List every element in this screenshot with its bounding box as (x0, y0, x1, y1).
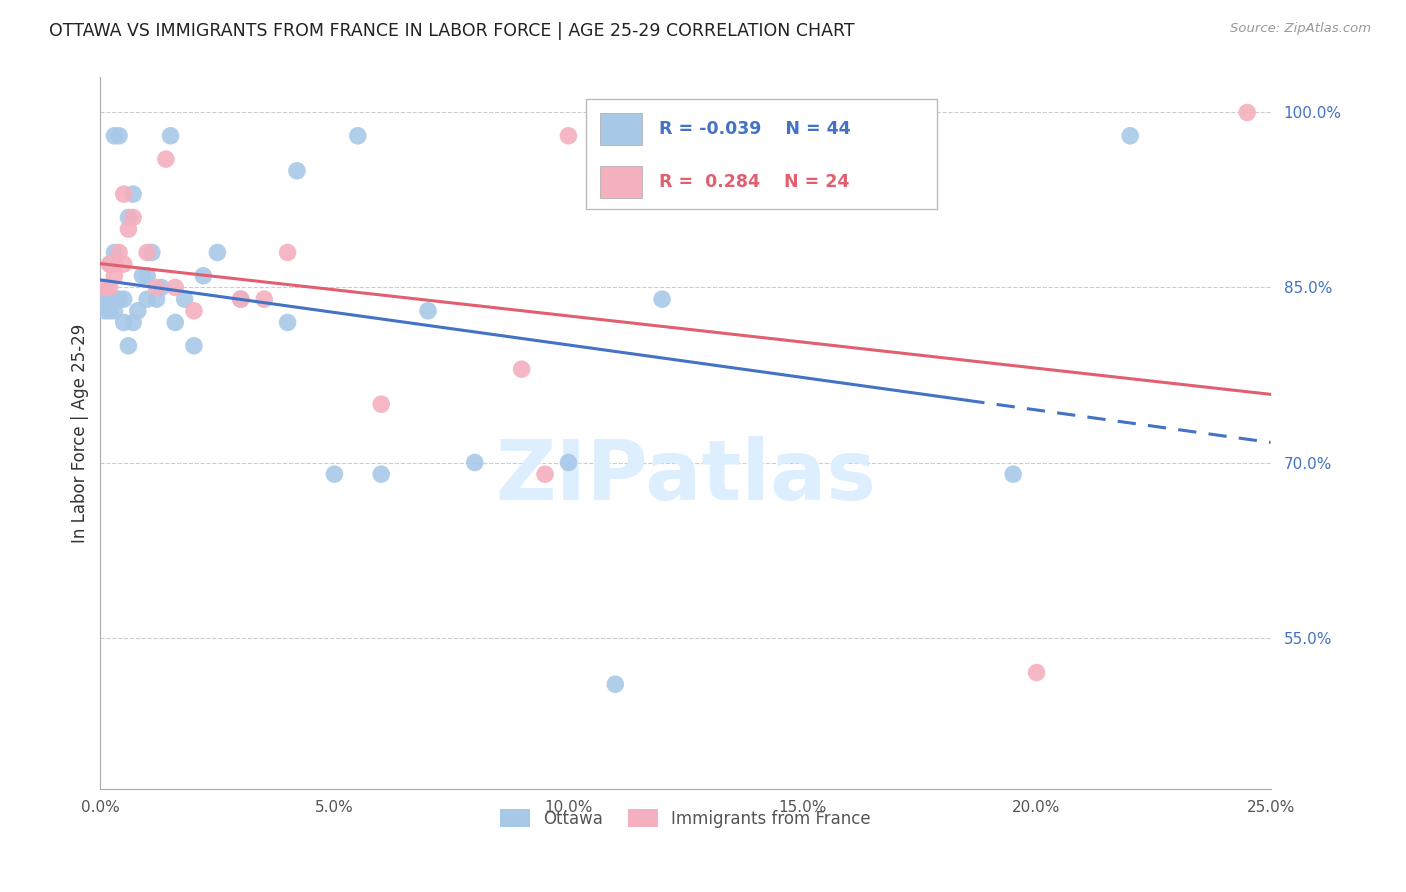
Point (122, 316, 145, 330)
FancyBboxPatch shape (586, 99, 936, 209)
Point (94, 303, 117, 318)
Point (136, 292, 159, 306)
Point (103, 128, 125, 143)
Point (277, 316, 299, 330)
Point (323, 467, 346, 482)
Point (159, 128, 181, 143)
Point (112, 257, 135, 271)
Point (1119, 128, 1142, 143)
Point (117, 211, 139, 225)
Point (94, 280, 117, 294)
Point (229, 292, 252, 306)
Point (94, 280, 117, 294)
Point (285, 163, 308, 178)
Point (122, 187, 145, 202)
Point (229, 292, 252, 306)
Point (98, 280, 121, 294)
Point (127, 303, 149, 318)
Point (277, 245, 299, 260)
Text: ZIPatlas: ZIPatlas (495, 435, 876, 516)
Bar (600, 166, 643, 197)
Text: R =  0.284    N = 24: R = 0.284 N = 24 (658, 172, 849, 191)
Point (141, 245, 163, 260)
Point (1025, 665, 1047, 680)
Point (557, 128, 579, 143)
Point (117, 222, 139, 236)
Point (370, 397, 392, 411)
Text: R = -0.039    N = 44: R = -0.039 N = 44 (658, 120, 851, 138)
Point (165, 280, 187, 294)
Point (207, 245, 229, 260)
Point (98, 257, 121, 271)
Point (117, 339, 139, 353)
Point (155, 152, 177, 166)
Point (122, 211, 145, 225)
Point (510, 362, 533, 376)
Point (108, 128, 131, 143)
Point (346, 128, 368, 143)
Point (112, 187, 135, 202)
Point (150, 280, 173, 294)
Point (253, 292, 276, 306)
Point (193, 268, 215, 283)
Point (103, 257, 125, 271)
Point (165, 316, 187, 330)
Point (557, 455, 579, 469)
Point (651, 292, 673, 306)
Point (108, 245, 131, 260)
Point (605, 677, 627, 691)
Point (98, 303, 121, 318)
Point (136, 268, 159, 283)
Point (131, 268, 153, 283)
Point (112, 292, 135, 306)
Point (183, 303, 205, 318)
Point (98, 292, 121, 306)
Text: OTTAWA VS IMMIGRANTS FROM FRANCE IN LABOR FORCE | AGE 25-29 CORRELATION CHART: OTTAWA VS IMMIGRANTS FROM FRANCE IN LABO… (49, 22, 855, 40)
Point (108, 292, 131, 306)
Point (145, 280, 167, 294)
Point (94, 292, 117, 306)
Bar (600, 113, 643, 145)
Point (370, 467, 392, 482)
Point (183, 339, 205, 353)
Point (136, 245, 159, 260)
Point (1236, 105, 1258, 120)
Point (173, 292, 195, 306)
Point (103, 303, 125, 318)
Point (1002, 467, 1025, 482)
Point (145, 292, 167, 306)
Point (103, 245, 125, 260)
Point (464, 455, 486, 469)
Y-axis label: In Labor Force | Age 25-29: In Labor Force | Age 25-29 (72, 324, 89, 543)
Text: Source: ZipAtlas.com: Source: ZipAtlas.com (1230, 22, 1371, 36)
Point (534, 467, 557, 482)
Point (103, 268, 125, 283)
Point (112, 316, 135, 330)
Point (103, 292, 125, 306)
Legend: Ottawa, Immigrants from France: Ottawa, Immigrants from France (494, 803, 877, 834)
Point (98, 257, 121, 271)
Point (416, 303, 439, 318)
